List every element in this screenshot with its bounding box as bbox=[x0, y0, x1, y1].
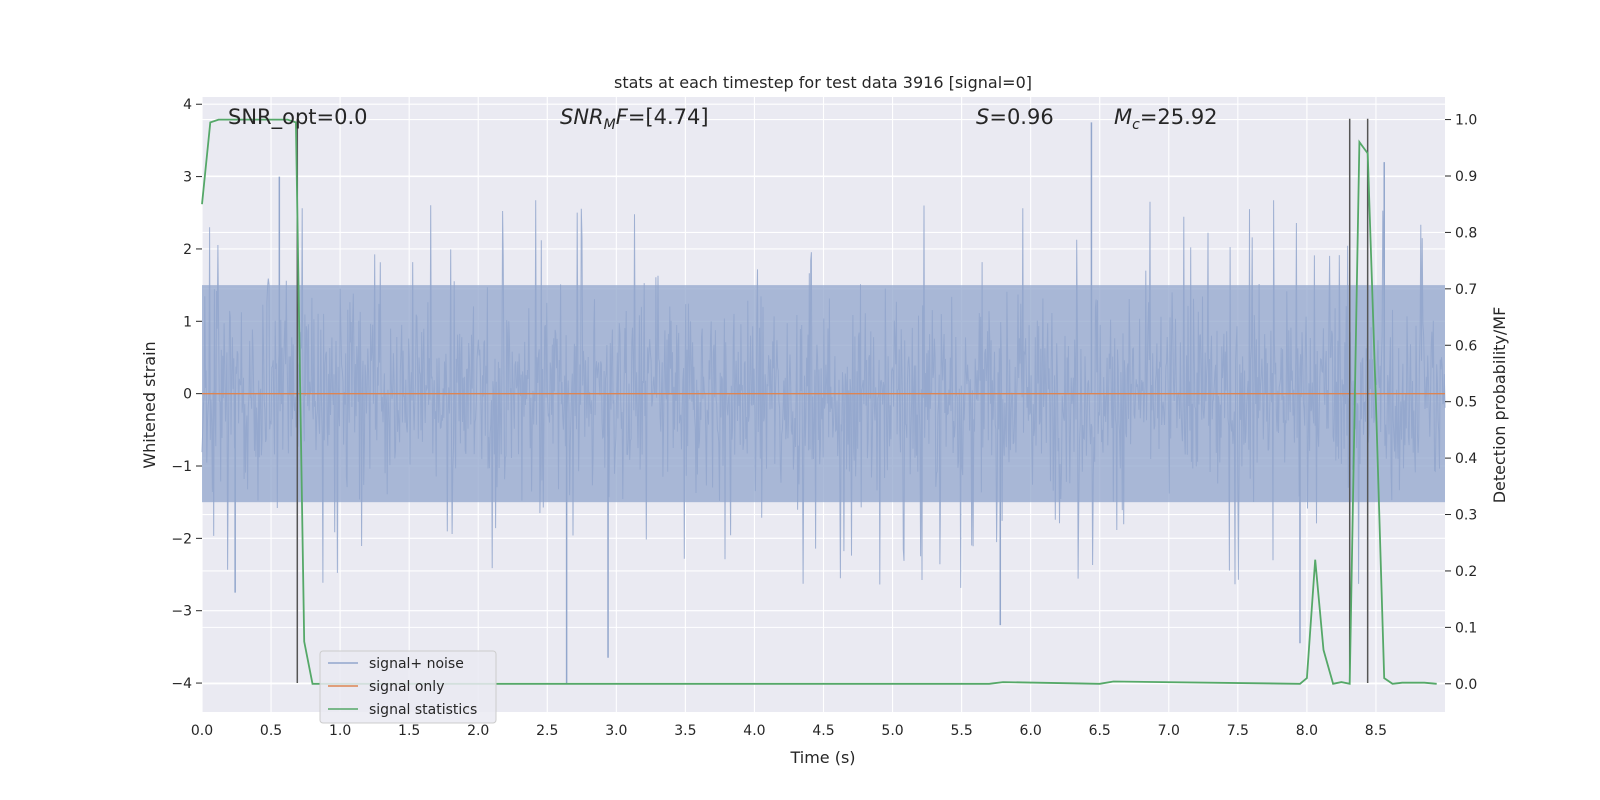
y-tick-label-8: −4 bbox=[171, 676, 192, 692]
annotations: SNR_opt=0.0 SNRMF=[4.74] S=0.96 Mc=25.92 bbox=[228, 105, 1218, 133]
legend-box bbox=[319, 650, 497, 724]
x-tick-labels: 0.0 0.5 1.0 1.5 2.0 2.5 3.0 3.5 4.0 4.5 5.0 5.5 6.0 6… bbox=[191, 723, 1387, 739]
y-tick-label-4: 0 bbox=[183, 387, 192, 403]
x-tick-label-8: 4.0 bbox=[743, 723, 765, 739]
y2-tick-label-3: 0.7 bbox=[1455, 282, 1477, 298]
x-tick-label-10: 5.0 bbox=[881, 723, 903, 739]
x-tick-label-12: 6.0 bbox=[1020, 723, 1042, 739]
x-tick-label-17: 8.5 bbox=[1365, 723, 1387, 739]
y2-tick-label-2: 0.8 bbox=[1455, 225, 1477, 241]
y2-tick-label-8: 0.2 bbox=[1455, 564, 1477, 580]
y2-tick-label-1: 0.9 bbox=[1455, 169, 1477, 185]
y-tick-labels: 4 3 2 1 0 −1 −2 −3 −4 bbox=[171, 97, 202, 692]
y2-axis-label: Detection probability/MF bbox=[1490, 307, 1509, 504]
annotation-snr-mf: SNRMF=[4.74] bbox=[560, 105, 709, 133]
legend-label-signal-noise: signal+ noise bbox=[369, 656, 464, 672]
y2-tick-label-9: 0.1 bbox=[1455, 620, 1477, 636]
x-tick-label-15: 7.5 bbox=[1227, 723, 1249, 739]
legend-label-signal-statistics: signal statistics bbox=[369, 702, 477, 718]
annotation-s-stat: S=0.96 bbox=[976, 105, 1054, 129]
y2-tick-label-5: 0.5 bbox=[1455, 395, 1477, 411]
y-tick-label-6: −2 bbox=[171, 531, 192, 547]
y-tick-label-1: 3 bbox=[183, 170, 192, 186]
y2-tick-label-10: 0.0 bbox=[1455, 677, 1477, 693]
y2-tick-labels: 1.0 0.9 0.8 0.7 0.6 0.5 0.4 0.3 0.2 0.1 0.0 bbox=[1445, 113, 1477, 693]
x-tick-label-1: 0.5 bbox=[260, 723, 282, 739]
x-tick-label-0: 0.0 bbox=[191, 723, 213, 739]
signal-statistics-line bbox=[201, 118, 1437, 685]
x-tick-label-3: 1.5 bbox=[398, 723, 420, 739]
x-tick-label-2: 1.0 bbox=[329, 723, 351, 739]
x-tick-label-5: 2.5 bbox=[536, 723, 558, 739]
y2-tick-label-4: 0.6 bbox=[1455, 338, 1477, 354]
y-tick-label-0: 4 bbox=[183, 97, 192, 113]
y-tick-label-3: 1 bbox=[183, 314, 192, 330]
series-signal-statistics bbox=[201, 118, 1437, 685]
x-tick-label-11: 5.5 bbox=[950, 723, 972, 739]
x-tick-label-7: 3.5 bbox=[674, 723, 696, 739]
y-tick-label-7: −3 bbox=[171, 604, 192, 620]
annotation-snr-opt: SNR_opt=0.0 bbox=[228, 105, 368, 130]
y-tick-label-5: −1 bbox=[171, 459, 192, 475]
x-tick-label-6: 3.0 bbox=[605, 723, 627, 739]
x-tick-label-14: 7.0 bbox=[1158, 723, 1180, 739]
y2-tick-label-0: 1.0 bbox=[1455, 113, 1477, 129]
annotation-mc: Mc=25.92 bbox=[1114, 105, 1218, 133]
x-tick-label-13: 6.5 bbox=[1089, 723, 1111, 739]
y2-tick-label-7: 0.3 bbox=[1455, 508, 1477, 524]
x-tick-label-4: 2.0 bbox=[467, 723, 489, 739]
x-tick-label-9: 4.5 bbox=[812, 723, 834, 739]
x-tick-label-16: 8.0 bbox=[1296, 723, 1318, 739]
chart-title: stats at each timestep for test data 391… bbox=[614, 73, 1032, 92]
legend: signal+ noise signal only signal statist… bbox=[319, 650, 497, 724]
y-tick-label-2: 2 bbox=[183, 242, 192, 258]
y-axis-label: Whitened strain bbox=[140, 341, 159, 468]
x-axis-label: Time (s) bbox=[789, 748, 855, 767]
y2-tick-label-6: 0.4 bbox=[1455, 451, 1477, 467]
legend-label-signal-only: signal only bbox=[369, 679, 444, 695]
